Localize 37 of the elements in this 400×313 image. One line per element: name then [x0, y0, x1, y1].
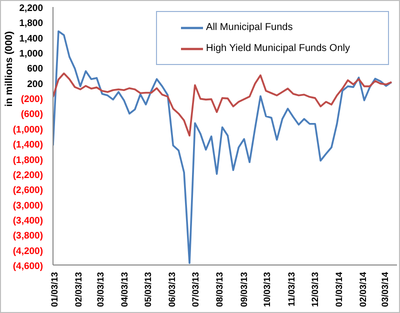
x-tick-label: 01/03/13	[49, 272, 60, 308]
y-tick-label: (2,600)	[12, 185, 43, 196]
y-tick-label: (200)	[20, 94, 43, 106]
y-tick-label: (3,400)	[12, 215, 43, 226]
legend-label: High Yield Municipal Funds Only	[206, 42, 350, 56]
y-tick-label: 1,400	[19, 33, 43, 44]
x-tick-label: 05/03/13	[142, 272, 153, 308]
x-tick-label: 09/03/13	[238, 272, 249, 308]
y-tick-label: (1,400)	[12, 140, 43, 151]
x-tick-label: 12/03/13	[310, 272, 320, 308]
x-tick-label: 07/03/13	[190, 272, 200, 308]
y-tick-label: (600)	[20, 109, 43, 120]
y-tick-label: (1,000)	[12, 124, 43, 136]
x-tick-label: 08/03/13	[214, 272, 225, 308]
y-tick-label: (3,000)	[12, 200, 43, 212]
y-tick-label: 2,200	[19, 3, 43, 14]
y-tick-label: (4,600)	[12, 261, 43, 272]
y-tick-label: (3,800)	[12, 230, 43, 242]
y-tick-label: 1,800	[19, 18, 43, 30]
x-tick-label: 04/03/13	[119, 272, 130, 308]
y-tick-label: (1,800)	[12, 154, 43, 166]
y-axis-title: in millions (000)	[4, 31, 15, 107]
y-tick-label: 1,000	[19, 48, 43, 60]
x-tick-label: 03/03/13	[95, 272, 106, 308]
legend-label: All Municipal Funds	[206, 21, 293, 35]
x-tick-label: 11/03/13	[286, 272, 296, 307]
y-tick-label: 200	[27, 78, 43, 90]
x-tick-label: 10/03/13	[262, 272, 272, 308]
x-tick-label: 02/03/14	[358, 272, 368, 308]
x-tick-label: 03/03/14	[380, 272, 390, 308]
x-tick-label: 06/03/13	[167, 272, 178, 308]
x-tick-label: 01/03/14	[334, 272, 344, 308]
line-series	[53, 72, 392, 137]
y-tick-label: (4,200)	[12, 246, 43, 257]
y-tick-label: (2,200)	[12, 170, 43, 181]
x-tick-label: 02/03/13	[73, 272, 84, 308]
y-tick-label: 600	[27, 64, 43, 75]
